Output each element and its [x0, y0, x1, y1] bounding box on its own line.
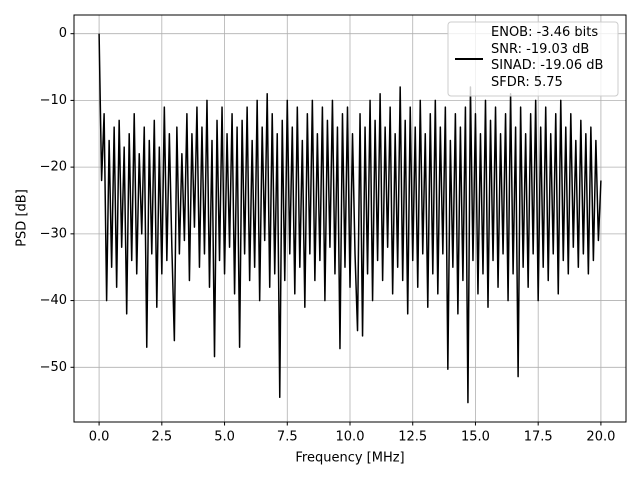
x-axis-label: Frequency [MHz] — [295, 451, 404, 466]
y-tick-label: −40 — [40, 293, 67, 308]
x-tick-label: 0.0 — [89, 430, 110, 445]
y-tick-label: −20 — [40, 160, 67, 175]
x-tick-label: 10.0 — [336, 430, 365, 445]
y-tick-label: −30 — [40, 226, 67, 241]
legend-label: ENOB: -3.46 bits SNR: -19.03 dB SINAD: -… — [491, 25, 604, 90]
y-tick-label: −10 — [40, 93, 67, 108]
x-tick-label: 15.0 — [461, 430, 490, 445]
x-tick-label: 20.0 — [586, 430, 615, 445]
plot — [98, 33, 602, 404]
x-tick-label: 7.5 — [277, 430, 298, 445]
y-tick-label: 0 — [59, 26, 67, 41]
x-tick-label: 17.5 — [524, 430, 553, 445]
y-tick-label: −50 — [40, 360, 67, 375]
x-tick-label: 2.5 — [151, 430, 172, 445]
x-tick-label: 5.0 — [214, 430, 235, 445]
x-tick-label: 12.5 — [398, 430, 427, 445]
psd-line — [98, 33, 602, 404]
legend-box — [447, 21, 619, 97]
ticks: 0.0 2.5 5.0 7.5 10.0 12.5 15.0 17.5 20.0 −50 −40 −3… — [40, 26, 616, 444]
y-axis-label: PSD [dB] — [15, 189, 30, 247]
